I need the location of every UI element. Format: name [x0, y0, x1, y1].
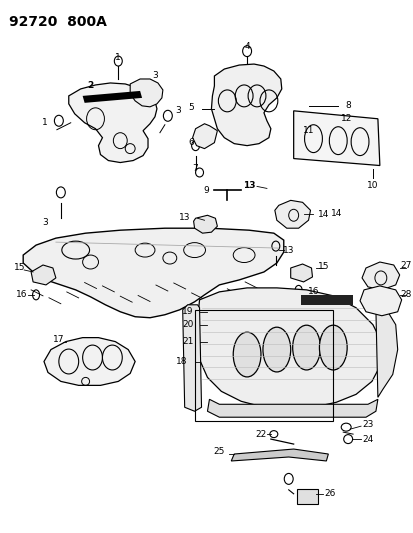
- Text: 13: 13: [178, 213, 190, 222]
- Text: 25: 25: [213, 447, 225, 456]
- Polygon shape: [293, 111, 379, 166]
- Text: 15: 15: [317, 262, 328, 271]
- Text: 1: 1: [42, 118, 48, 127]
- Text: 3: 3: [152, 71, 157, 80]
- Text: 12: 12: [339, 114, 351, 123]
- Text: 7: 7: [192, 164, 198, 173]
- Text: 9: 9: [203, 186, 209, 195]
- Text: 3: 3: [174, 106, 180, 115]
- Ellipse shape: [262, 327, 290, 372]
- Text: 8: 8: [344, 101, 350, 110]
- Text: 1: 1: [115, 53, 121, 62]
- Text: 14: 14: [317, 210, 328, 219]
- Text: 6: 6: [188, 138, 194, 147]
- Polygon shape: [182, 305, 201, 411]
- Polygon shape: [31, 265, 56, 285]
- Text: 17: 17: [53, 335, 64, 344]
- Text: 20: 20: [182, 320, 193, 329]
- Polygon shape: [296, 489, 318, 504]
- Text: 16: 16: [307, 287, 318, 296]
- Ellipse shape: [233, 332, 260, 377]
- Polygon shape: [231, 449, 328, 461]
- Text: 11: 11: [302, 126, 313, 135]
- Text: 92720  800A: 92720 800A: [9, 15, 107, 29]
- Polygon shape: [361, 262, 399, 290]
- Text: 28: 28: [399, 290, 411, 300]
- Text: 19: 19: [181, 307, 193, 316]
- Ellipse shape: [292, 325, 320, 370]
- Text: 16: 16: [15, 290, 27, 300]
- Text: 27: 27: [399, 261, 411, 270]
- Polygon shape: [290, 264, 312, 282]
- Text: 13: 13: [282, 246, 294, 255]
- Text: 26: 26: [324, 489, 335, 498]
- Text: 5: 5: [188, 103, 194, 112]
- Polygon shape: [83, 91, 142, 103]
- Text: 22: 22: [255, 430, 266, 439]
- Text: 13: 13: [242, 181, 255, 190]
- Text: 14: 14: [330, 209, 341, 218]
- Text: 10: 10: [366, 181, 378, 190]
- Polygon shape: [69, 83, 157, 163]
- Text: 24: 24: [361, 434, 373, 443]
- Polygon shape: [207, 399, 377, 417]
- Text: 23: 23: [361, 419, 373, 429]
- Text: 21: 21: [182, 337, 193, 346]
- Polygon shape: [359, 286, 401, 316]
- Polygon shape: [211, 64, 281, 146]
- Polygon shape: [192, 124, 217, 149]
- Polygon shape: [130, 79, 162, 107]
- Polygon shape: [23, 228, 283, 318]
- Polygon shape: [274, 200, 310, 228]
- Text: 3: 3: [42, 218, 48, 227]
- Polygon shape: [193, 215, 217, 233]
- Text: 4: 4: [244, 42, 249, 51]
- Ellipse shape: [319, 325, 347, 370]
- Text: 18: 18: [176, 357, 187, 366]
- Polygon shape: [44, 337, 135, 385]
- Text: 15: 15: [14, 263, 25, 272]
- Bar: [194, 310, 332, 421]
- Polygon shape: [196, 288, 382, 409]
- Polygon shape: [375, 308, 397, 397]
- Text: 2: 2: [87, 82, 93, 91]
- Polygon shape: [300, 295, 352, 305]
